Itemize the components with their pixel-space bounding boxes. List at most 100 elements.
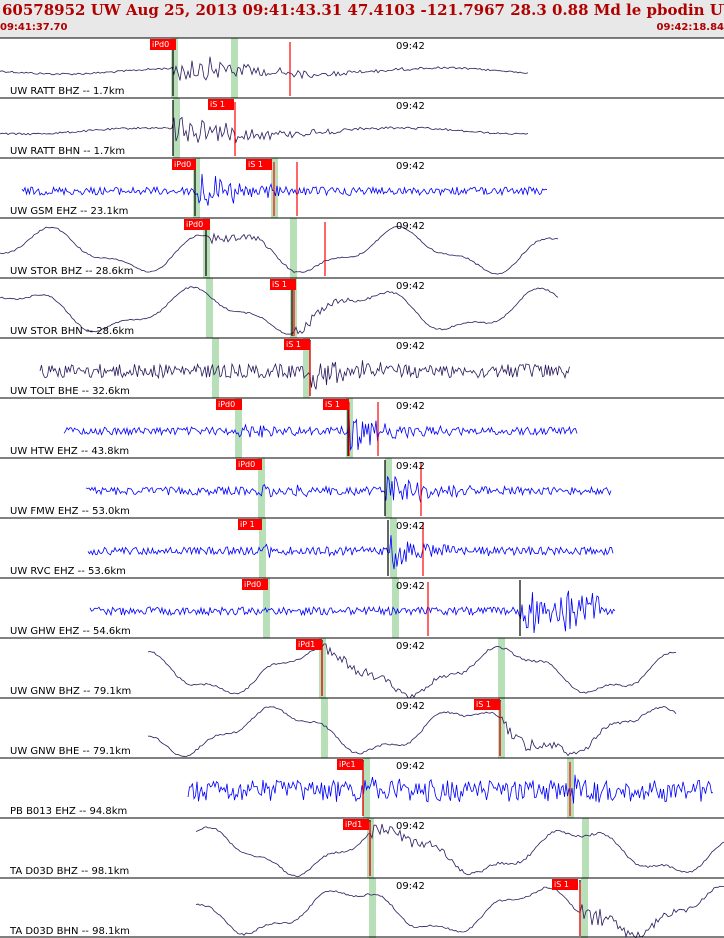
theoretical-arrival-band: [212, 338, 219, 398]
phase-pick-flag[interactable]: iS 1: [552, 879, 578, 890]
svg-text:iS 1: iS 1: [554, 880, 569, 889]
theoretical-arrival-band: [235, 398, 242, 458]
phase-pick-flag[interactable]: iS 1: [270, 279, 296, 290]
minute-mark-label: 09:42: [396, 161, 425, 172]
minute-mark-label: 09:42: [396, 701, 425, 712]
phase-pick-flag[interactable]: iPd0: [172, 159, 196, 170]
theoretical-arrival-band: [193, 158, 200, 218]
station-label: UW RVC EHZ -- 53.6km: [10, 566, 126, 577]
theoretical-arrival-band: [385, 458, 392, 518]
trace-row[interactable]: 09:42 iPd1 TA D03D BHZ -- 98.1km: [0, 817, 724, 878]
minute-mark-label: 09:42: [396, 881, 425, 892]
theoretical-arrival-band: [206, 278, 213, 338]
waveform: [89, 590, 616, 634]
svg-text:iPd1: iPd1: [345, 820, 362, 829]
theoretical-arrival-band: [259, 518, 266, 578]
theoretical-arrival-band: [498, 638, 505, 698]
theoretical-arrival-band: [263, 578, 270, 638]
minute-mark-label: 09:42: [396, 401, 425, 412]
minute-mark-label: 09:42: [396, 281, 425, 292]
svg-text:iPd0: iPd0: [244, 580, 261, 589]
svg-text:iS 1: iS 1: [286, 340, 301, 349]
phase-pick-flag[interactable]: iS 1: [323, 399, 349, 410]
trace-row[interactable]: 09:42 iPd0 UW GHW EHZ -- 54.6km: [0, 577, 724, 638]
station-label: UW GNW BHE -- 79.1km: [10, 746, 131, 757]
waveform: [0, 286, 559, 335]
station-label: UW GHW EHZ -- 54.6km: [10, 626, 131, 637]
station-label: TA D03D BHZ -- 98.1km: [9, 866, 129, 877]
trace-row[interactable]: 09:42 iS 1 UW TOLT BHE -- 32.6km: [0, 337, 724, 398]
phase-pick-flag[interactable]: iS 1: [474, 699, 500, 710]
theoretical-arrival-band: [231, 38, 238, 98]
waveform: [147, 643, 677, 699]
trace-row[interactable]: 09:42 iPd0 iS 1 UW GSM EHZ -- 23.1km: [0, 157, 724, 218]
theoretical-arrival-band: [392, 578, 399, 638]
minute-mark-label: 09:42: [396, 41, 425, 52]
svg-text:iPd1: iPd1: [298, 640, 315, 649]
svg-text:iPd0: iPd0: [218, 400, 235, 409]
trace-row[interactable]: 09:42 iPc1 PB B013 EHZ -- 94.8km: [0, 757, 724, 818]
event-title: 60578952 UW Aug 25, 2013 09:41:43.31 47.…: [2, 1, 724, 19]
trace-row[interactable]: 09:42 iS 1 UW STOR BHN -- 28.6km: [0, 277, 724, 338]
station-label: PB B013 EHZ -- 94.8km: [10, 806, 127, 817]
phase-pick-flag[interactable]: iS 1: [284, 339, 310, 350]
minute-mark-label: 09:42: [396, 641, 425, 652]
minute-mark-label: 09:42: [396, 341, 425, 352]
waveform: [39, 360, 570, 390]
waveform: [187, 774, 714, 804]
trace-row[interactable]: 09:42 iPd0 iS 1 UW HTW EHZ -- 43.8km: [0, 397, 724, 458]
theoretical-arrival-band: [173, 98, 180, 158]
svg-text:iS 1: iS 1: [476, 700, 491, 709]
phase-pick-flag[interactable]: iPd0: [150, 39, 176, 50]
trace-row[interactable]: 09:42 iPd1 UW GNW BHZ -- 79.1km: [0, 637, 724, 699]
waveform: [87, 535, 614, 570]
station-label: UW GNW BHZ -- 79.1km: [10, 686, 131, 697]
svg-text:iPc1: iPc1: [339, 760, 356, 769]
station-label: UW GSM EHZ -- 23.1km: [10, 206, 128, 217]
phase-pick-flag[interactable]: iPd1: [343, 819, 369, 830]
window-end-time: 09:42:18.84: [656, 22, 724, 33]
trace-row[interactable]: 09:42 iS 1 TA D03D BHN -- 98.1km: [0, 877, 724, 938]
minute-mark-label: 09:42: [396, 581, 425, 592]
waveform: [195, 823, 724, 878]
minute-mark-label: 09:42: [396, 821, 425, 832]
trace-row[interactable]: 09:42 iS 1 UW GNW BHE -- 79.1km: [0, 697, 724, 758]
trace-row[interactable]: 09:42 iPd0 UW FMW EHZ -- 53.0km: [0, 457, 724, 518]
minute-mark-label: 09:42: [396, 521, 425, 532]
theoretical-arrival-band: [582, 818, 589, 878]
theoretical-arrival-band: [581, 878, 588, 938]
svg-text:iS 1: iS 1: [210, 100, 225, 109]
phase-pick-flag[interactable]: iS 1: [208, 99, 234, 110]
minute-mark-label: 09:42: [396, 761, 425, 772]
theoretical-arrival-band: [303, 338, 310, 398]
svg-text:iS 1: iS 1: [272, 280, 287, 289]
phase-pick-flag[interactable]: iS 1: [246, 159, 272, 170]
phase-pick-flag[interactable]: iPc1: [337, 759, 363, 770]
svg-text:iPd0: iPd0: [186, 220, 203, 229]
phase-pick-flag[interactable]: iPd1: [296, 639, 322, 650]
phase-pick-flag[interactable]: iP 1: [238, 519, 262, 530]
theoretical-arrival-band: [498, 698, 505, 758]
trace-row[interactable]: 09:42 iPd0 UW STOR BHZ -- 28.6km: [0, 217, 724, 278]
station-label: UW STOR BHN -- 28.6km: [10, 326, 134, 337]
svg-text:iPd0: iPd0: [152, 40, 169, 49]
trace-row[interactable]: 09:42 iP 1 UW RVC EHZ -- 53.6km: [0, 517, 724, 578]
phase-pick-flag[interactable]: iPd0: [216, 399, 242, 410]
trace-row[interactable]: 09:42 iS 1 UW RATT BHN -- 1.7km: [0, 97, 724, 158]
phase-pick-flag[interactable]: iPd0: [184, 219, 210, 230]
phase-pick-flag[interactable]: iPd0: [242, 579, 268, 590]
svg-text:iS 1: iS 1: [325, 400, 340, 409]
minute-mark-label: 09:42: [396, 461, 425, 472]
trace-row[interactable]: 09:42 iPd0 UW RATT BHZ -- 1.7km: [0, 37, 724, 98]
svg-text:iPd0: iPd0: [174, 160, 191, 169]
svg-text:iS 1: iS 1: [248, 160, 263, 169]
waveform: [63, 414, 578, 451]
waveform: [0, 116, 529, 144]
theoretical-arrival-band: [258, 458, 265, 518]
minute-mark-label: 09:42: [396, 221, 425, 232]
station-label: UW FMW EHZ -- 53.0km: [10, 506, 130, 517]
minute-mark-label: 09:42: [396, 101, 425, 112]
phase-pick-flag[interactable]: iPd0: [236, 459, 262, 470]
